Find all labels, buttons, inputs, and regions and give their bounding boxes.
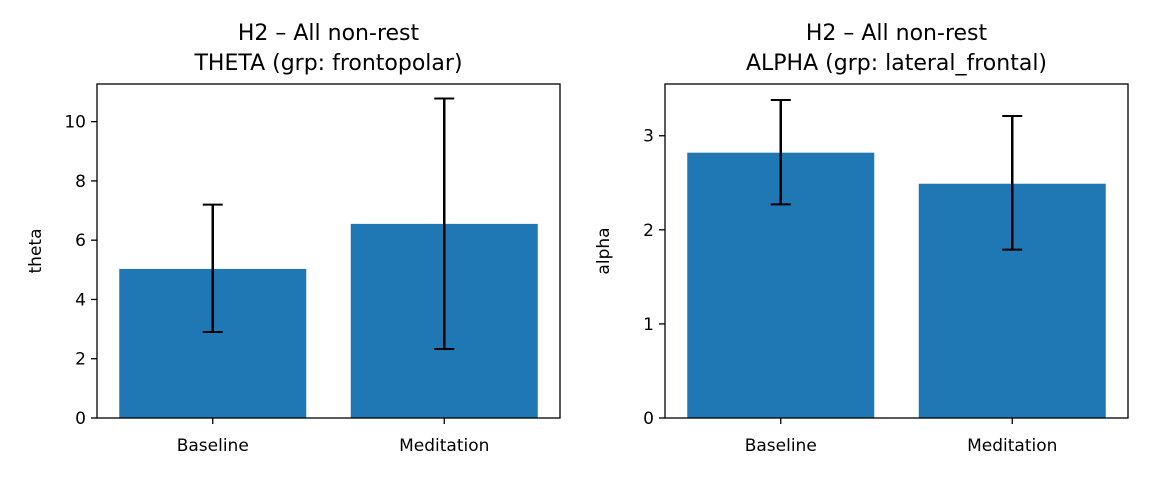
y-tick-label: 0 (643, 409, 654, 429)
y-axis-label: theta (26, 229, 46, 274)
x-tick-label: Baseline (745, 436, 817, 456)
y-tick-label: 6 (75, 231, 86, 251)
y-tick-label: 1 (643, 315, 654, 335)
y-tick-label: 10 (64, 113, 86, 133)
y-tick-label: 0 (75, 409, 86, 429)
chart-subtitle: ALPHA (grp: lateral_frontal) (746, 51, 1047, 76)
chart-panel-1: H2 – All non-rest THETA (grp: frontopolar… (26, 21, 561, 456)
y-tick-label: 4 (75, 290, 86, 310)
x-tick-label: Meditation (399, 436, 489, 456)
y-axis-label: alpha (594, 227, 614, 274)
y-tick-label: 2 (75, 350, 86, 370)
chart-title: H2 – All non-rest (238, 21, 420, 46)
x-tick-label: Baseline (177, 436, 249, 456)
axes-frame (664, 83, 1129, 419)
axes-frame (96, 83, 561, 419)
chart-title: H2 – All non-rest (806, 21, 988, 46)
x-tick-label: Meditation (967, 436, 1057, 456)
y-tick-label: 8 (75, 172, 86, 192)
y-tick-label: 3 (643, 127, 654, 147)
chart-subtitle: THETA (grp: frontopolar) (193, 51, 462, 76)
y-tick-label: 2 (643, 221, 654, 241)
chart-panel-2: H2 – All non-rest ALPHA (grp: lateral_fro… (594, 21, 1129, 456)
